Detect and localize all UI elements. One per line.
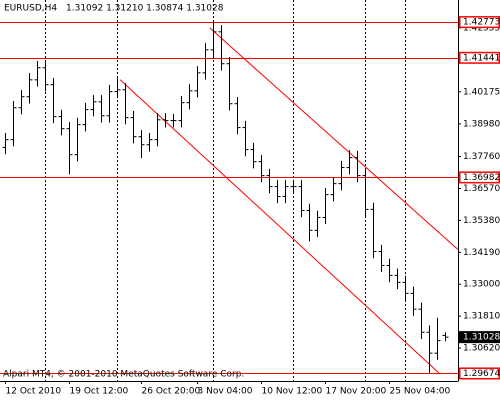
y-tick-label: 1.37760 <box>463 152 500 162</box>
y-tick-label: 1.35380 <box>463 216 500 226</box>
copyright: Alpari MT4, © 2001-2010 MetaQuotes Softw… <box>3 370 244 380</box>
x-tick-label: 12 Oct 2010 <box>6 387 62 397</box>
level-box-inner <box>459 171 500 183</box>
level-box-inner <box>459 367 500 379</box>
y-tick-label: 1.40175 <box>463 87 500 97</box>
y-tick-label: 1.33000 <box>463 280 500 290</box>
x-tick-label: 26 Oct 20:00 <box>142 387 201 397</box>
level-box-inner <box>459 16 500 28</box>
current-price-label: 1.31028 <box>463 333 500 343</box>
plot-area <box>0 0 458 381</box>
x-tick-label: 19 Oct 12:00 <box>70 387 129 397</box>
y-tick-label: 1.34190 <box>463 248 500 258</box>
trendline <box>209 27 458 250</box>
y-tick-label: 1.31810 <box>463 312 500 322</box>
x-tick-label: 3 Nov 04:00 <box>198 387 253 397</box>
ohlc-header: 1.31092 1.31210 1.30874 1.31028 <box>66 4 224 14</box>
level-label: 1.42773 <box>463 18 500 28</box>
current-price-box <box>459 331 500 344</box>
level-label: 1.36982 <box>463 173 500 183</box>
x-tick-label: 25 Nov 04:00 <box>390 387 451 397</box>
symbol: EURUSD,H4 <box>4 4 57 14</box>
y-tick-label: 1.36570 <box>463 184 500 194</box>
level-label: 1.29674 <box>463 369 500 379</box>
y-tick-label: 1.42555 <box>463 23 500 33</box>
trendline <box>119 79 441 375</box>
y-tick-label: 1.38980 <box>463 119 500 129</box>
level-box-inner <box>459 52 500 64</box>
y-tick-label: 1.30620 <box>463 344 500 354</box>
x-tick-label: 17 Nov 20:00 <box>326 387 387 397</box>
x-tick-label: 10 Nov 12:00 <box>262 387 323 397</box>
level-label: 1.41441 <box>463 53 500 63</box>
